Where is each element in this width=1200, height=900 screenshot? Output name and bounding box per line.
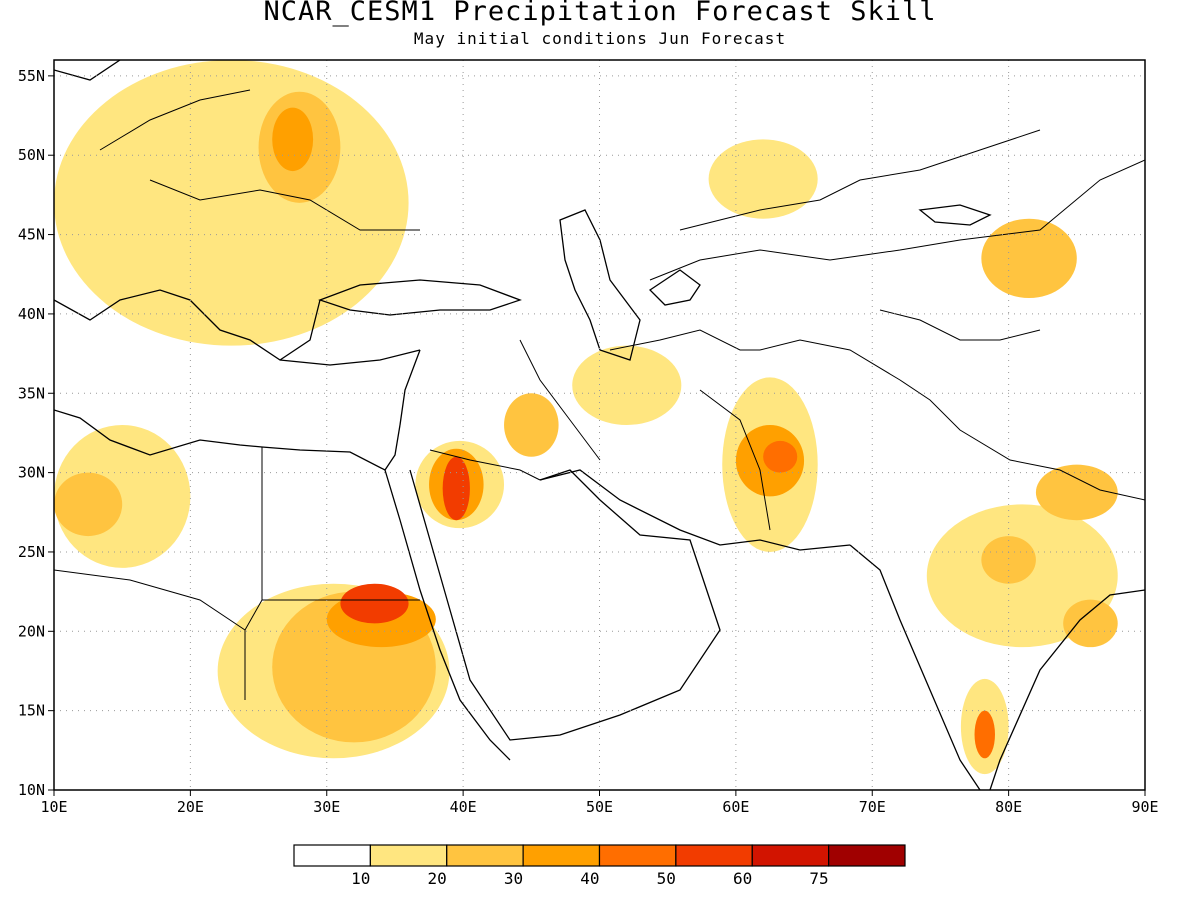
- colorbar-label: 75: [809, 869, 828, 888]
- coastline-aral-sea: [648, 269, 701, 306]
- y-tick-label: 40N: [18, 305, 45, 323]
- x-tick-label: 60E: [722, 798, 749, 816]
- colorbar-swatch: [446, 844, 524, 867]
- axes: 10E 20E 30E 40E 50E 60E 70E 80E 90E 10N 15N 20N 25N 3…: [18, 67, 1159, 816]
- coastline-india-west: [849, 544, 981, 790]
- x-tick-label: 50E: [586, 798, 613, 816]
- coastline-caspian-sea: [559, 209, 641, 361]
- colorbar-label: 30: [504, 869, 523, 888]
- y-tick-label: 45N: [18, 226, 45, 244]
- colorbar-swatch: [675, 844, 753, 867]
- skill-area-afghanistan-pakistan-level4: [763, 440, 798, 473]
- coastline-anatomia-south: [279, 349, 421, 366]
- coastline-north-africa: [54, 409, 401, 471]
- x-tick-label: 10E: [40, 798, 67, 816]
- colorbar-label: 10: [351, 869, 370, 888]
- skill-area-sudan-egypt-level5: [340, 583, 409, 624]
- colorbar-swatch: [293, 844, 371, 867]
- skill-shading-layer: [54, 60, 1118, 775]
- skill-area-eastern-europe-level1: [54, 60, 409, 346]
- skill-area-south-india-level4: [974, 710, 995, 759]
- map-title: NCAR_CESM1 Precipitation Forecast Skill: [263, 0, 937, 27]
- skill-area-kazakhstan-level1: [708, 139, 818, 219]
- coastlines-layer: [54, 60, 1145, 790]
- coastline-red-sea-east: [409, 469, 721, 741]
- skill-area-nepal-level2: [1035, 464, 1118, 521]
- coastline-red-sea-west: [384, 469, 511, 761]
- colorbar-swatch: [369, 844, 448, 867]
- colorbar-swatch: [751, 844, 830, 867]
- x-tick-label: 40E: [450, 798, 477, 816]
- x-tick-label: 90E: [1131, 798, 1158, 816]
- x-tick-label: 30E: [313, 798, 340, 816]
- y-tick-label: 15N: [18, 702, 45, 720]
- y-tick-label: 20N: [18, 622, 45, 640]
- x-tick-label: 80E: [995, 798, 1022, 816]
- skill-area-iraq-level2: [504, 393, 559, 457]
- y-tick-label: 25N: [18, 543, 45, 561]
- y-tick-label: 55N: [18, 67, 45, 85]
- colorbar-label: 60: [733, 869, 752, 888]
- coastline-balkhash: [918, 204, 992, 226]
- colorbar-label: 40: [580, 869, 599, 888]
- map-subtitle: May initial conditions Jun Forecast: [413, 29, 787, 48]
- skill-area-bay-of-bengal-level2: [1063, 599, 1118, 648]
- colorbar-swatch: [598, 844, 677, 867]
- colorbar-swatch: [522, 844, 601, 867]
- y-tick-label: 50N: [18, 146, 45, 164]
- skill-area-xinjiang-level2: [981, 218, 1077, 299]
- x-tick-label: 70E: [859, 798, 886, 816]
- colorbar-label: 20: [427, 869, 446, 888]
- y-tick-label: 10N: [18, 781, 45, 799]
- skill-area-eastern-europe-level3: [272, 107, 314, 172]
- skill-area-iran-level1: [572, 345, 682, 425]
- y-tick-label: 30N: [18, 464, 45, 482]
- coastline-iran-south: [539, 469, 851, 551]
- x-tick-label: 20E: [177, 798, 204, 816]
- coastline-black-sea: [318, 279, 522, 316]
- colorbar-swatch: [828, 844, 906, 867]
- skill-area-libya-level2: [54, 472, 123, 537]
- coastline-europe-south: [54, 289, 321, 361]
- colorbar: 10 20 30 40 50 60 75: [293, 844, 906, 888]
- coastline-levant: [399, 349, 421, 426]
- skill-area-central-india-level2: [981, 536, 1036, 584]
- skill-area-north-saudi-level5: [442, 456, 470, 521]
- coastline-baltic: [54, 60, 121, 81]
- country-borders: [54, 89, 1145, 700]
- coastline-india-east: [989, 589, 1145, 790]
- colorbar-label: 50: [657, 869, 676, 888]
- y-tick-label: 35N: [18, 384, 45, 402]
